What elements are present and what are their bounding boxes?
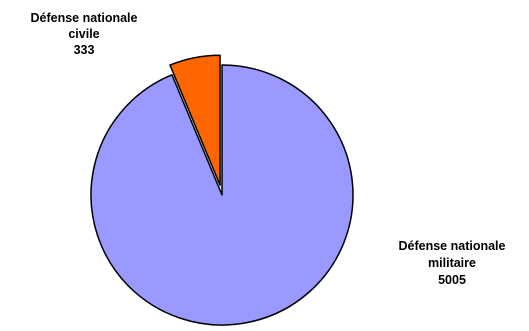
pie-slices bbox=[90, 54, 354, 326]
label-civile-line1: Défense nationale bbox=[31, 11, 138, 25]
label-militaire-line2: militaire bbox=[428, 256, 476, 270]
label-militaire-value: 5005 bbox=[438, 273, 466, 287]
label-civile-line2: civile bbox=[68, 27, 99, 41]
pie-slice-militaire bbox=[90, 64, 354, 326]
label-militaire-line1: Défense nationale bbox=[399, 239, 506, 253]
label-civile-value: 333 bbox=[74, 43, 95, 57]
pie-slice-civile bbox=[169, 54, 221, 186]
